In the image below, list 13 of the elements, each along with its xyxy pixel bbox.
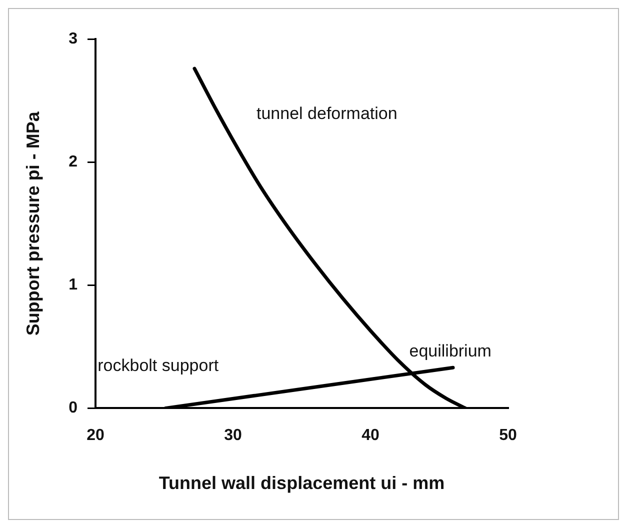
annotation: equilibrium bbox=[409, 341, 492, 360]
y-tick-label: 1 bbox=[68, 276, 78, 294]
x-tick-label: 20 bbox=[86, 427, 104, 444]
x-tick-label: 30 bbox=[224, 427, 242, 444]
y-tick-label: 2 bbox=[68, 153, 78, 170]
x-axis-title: Tunnel wall displacement ui - mm bbox=[158, 473, 445, 494]
series-label: tunnel deformation bbox=[256, 104, 398, 124]
series-label: rockbolt support bbox=[98, 356, 219, 375]
y-tick-label: 3 bbox=[68, 30, 78, 48]
y-axis-title: Support pressure pi - MPa bbox=[22, 110, 43, 336]
x-tick-label: 40 bbox=[362, 427, 380, 444]
y-tick-label: 0 bbox=[68, 400, 78, 417]
x-tick-label: 50 bbox=[499, 427, 517, 444]
